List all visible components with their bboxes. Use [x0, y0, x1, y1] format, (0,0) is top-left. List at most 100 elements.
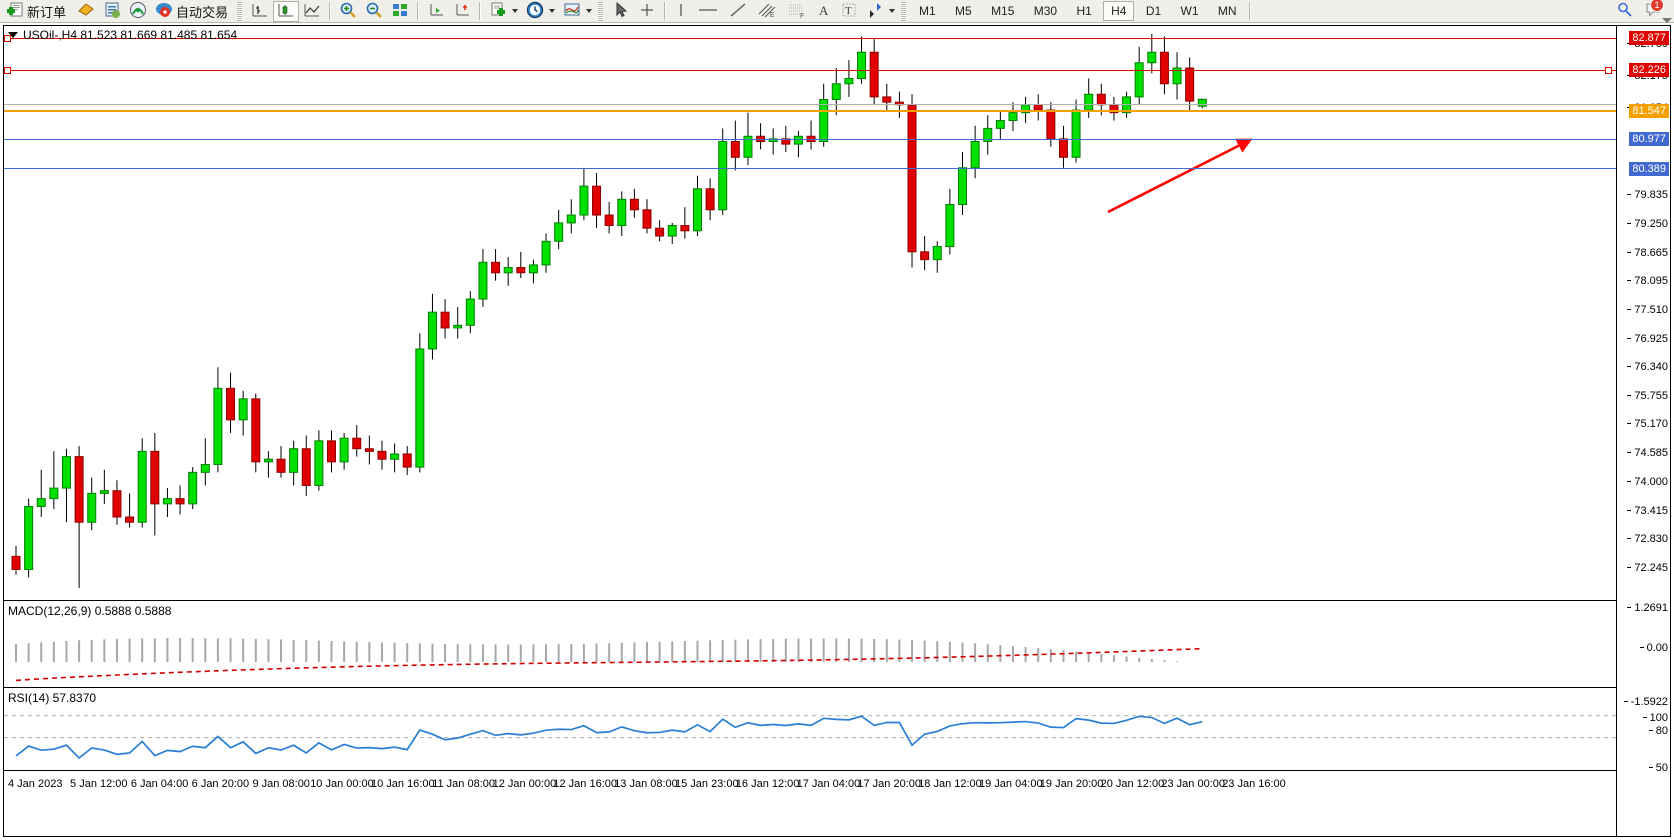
level-line-81547[interactable]	[4, 110, 1616, 112]
timeframe-d1[interactable]: D1	[1145, 4, 1162, 18]
auto-scroll-button[interactable]	[449, 1, 475, 22]
level-line-82226[interactable]	[4, 70, 1616, 71]
equidistant-channel-button[interactable]: E	[752, 1, 782, 22]
data-grid-button[interactable]	[387, 1, 413, 22]
text-box-button[interactable]: T	[836, 1, 862, 22]
price-label-81547[interactable]: 81.547	[1629, 104, 1669, 118]
time-tick: 9 Jan 08:00	[252, 778, 310, 790]
timeframe-m1[interactable]: M1	[919, 4, 936, 18]
price-label-80389[interactable]: 80.389	[1629, 162, 1669, 176]
time-tick: 4 Jan 2023	[8, 778, 63, 790]
tick-dash	[1627, 223, 1632, 224]
arrows-button[interactable]	[862, 1, 899, 22]
period-dropdown-caret[interactable]	[549, 9, 556, 13]
bar-chart-button[interactable]	[247, 1, 273, 22]
vertical-line-icon	[674, 1, 688, 22]
tick-dash	[1627, 366, 1632, 367]
toolbar-separator-5	[1248, 2, 1251, 20]
level-handle-82877[interactable]	[4, 35, 11, 42]
timeframe-h4[interactable]: H4	[1103, 1, 1135, 21]
tick-dash	[1627, 452, 1632, 453]
price-tick: -1.5922	[1623, 697, 1668, 708]
chart-shift-button[interactable]	[423, 1, 449, 22]
price-pane[interactable]: USOil-,H4 81.523 81.669 81.485 81.654	[4, 26, 1616, 601]
bar-chart-icon	[251, 1, 269, 22]
price-tick: 72.245	[1627, 563, 1668, 574]
horizontal-line-button[interactable]	[692, 1, 724, 22]
time-tick: 10 Jan 16:00	[370, 778, 435, 790]
timeframe-mn[interactable]: MN	[1217, 4, 1237, 18]
cursor-button[interactable]	[608, 1, 634, 22]
new-order-button[interactable]: 新订单	[2, 1, 73, 22]
toolbar-grip[interactable]	[237, 1, 243, 21]
period-button[interactable]	[522, 1, 559, 22]
trendline-button[interactable]	[724, 1, 752, 22]
tick-dash	[1623, 701, 1628, 702]
tick-dash	[1648, 767, 1653, 768]
timeframe-m5[interactable]: M5	[955, 4, 972, 18]
indicators-dropdown-caret[interactable]	[586, 9, 593, 13]
text-icon: T	[840, 1, 858, 22]
level-line-81654[interactable]	[4, 104, 1616, 105]
navigator-button[interactable]	[125, 1, 151, 22]
crosshair-button[interactable]	[634, 1, 660, 22]
text-label-button[interactable]: A	[812, 1, 836, 22]
toolbar-expand-caret[interactable]	[1662, 18, 1672, 23]
price-label-80977[interactable]: 80.977	[1629, 132, 1669, 146]
chart-menu-caret-icon[interactable]	[8, 32, 18, 38]
price-tick: 75.755	[1627, 391, 1668, 402]
fibonacci-button[interactable]: F	[782, 1, 812, 22]
tick-dash	[1627, 252, 1632, 253]
candlestick-chart-button[interactable]	[273, 0, 300, 22]
timeframe-m15[interactable]: M15	[991, 4, 1015, 18]
time-tick: 17 Jan 04:00	[796, 778, 861, 790]
main-toolbar: 新订单	[0, 0, 1674, 23]
level-line-82877[interactable]	[4, 38, 1616, 39]
fibonacci-icon: F	[786, 1, 808, 22]
zoom-in-button[interactable]	[335, 1, 361, 22]
alerts-icon[interactable]: 1	[1644, 0, 1664, 22]
level-handle-82226-right[interactable]	[1605, 67, 1612, 74]
rsi-series	[4, 715, 1616, 760]
timeframe-m30[interactable]: M30	[1033, 4, 1058, 18]
vertical-line-button[interactable]	[670, 1, 692, 22]
time-tick: 13 Jan 08:00	[614, 778, 678, 790]
data-window-button[interactable]	[99, 1, 125, 22]
indicators-button[interactable]	[559, 1, 596, 22]
cursor-icon	[612, 1, 630, 22]
expert-advisor-button[interactable]	[73, 1, 99, 22]
zoom-out-button[interactable]	[361, 1, 387, 22]
price-label-82877[interactable]: 82.877	[1629, 31, 1669, 45]
bullish-trend-arrow[interactable]	[4, 26, 1616, 601]
level-handle-82226[interactable]	[4, 67, 11, 74]
timeframe-w1[interactable]: W1	[1180, 4, 1199, 18]
candlestick-chart-icon	[277, 1, 295, 22]
timeframe-h1[interactable]: H1	[1076, 4, 1092, 18]
template-button[interactable]	[485, 1, 522, 22]
time-tick: 10 Jan 00:00	[310, 778, 374, 790]
price-tick: 50	[1648, 763, 1668, 774]
search-icon[interactable]	[1616, 1, 1634, 22]
toolbar-grip-2[interactable]	[598, 1, 604, 21]
trendline-icon	[728, 1, 748, 22]
time-tick: 5 Jan 12:00	[70, 778, 128, 790]
level-line-80977[interactable]	[4, 139, 1616, 140]
macd-pane[interactable]: MACD(12,26,9) 0.5888 0.5888	[4, 602, 1616, 688]
time-axis[interactable]: 4 Jan 2023 5 Jan 12:00 6 Jan 04:00 6 Jan 20…	[4, 772, 1616, 836]
data-grid-icon	[391, 1, 409, 22]
autotrading-button[interactable]: 自动交易	[151, 1, 235, 22]
expert-advisor-icon	[77, 1, 95, 22]
line-chart-button[interactable]	[299, 1, 325, 22]
level-line-80389[interactable]	[4, 168, 1616, 169]
rsi-pane[interactable]: RSI(14) 57.8370	[4, 689, 1616, 771]
template-dropdown-caret[interactable]	[512, 9, 519, 13]
symbol-ohlc-label: USOil-,H4 81.523 81.669 81.485 81.654	[23, 28, 238, 42]
toolbar-grip-3[interactable]	[901, 1, 907, 21]
arrows-dropdown-caret[interactable]	[889, 9, 896, 13]
symbol-header[interactable]: USOil-,H4 81.523 81.669 81.485 81.654	[8, 28, 237, 42]
price-label-82226[interactable]: 82.226	[1629, 63, 1669, 77]
template-icon	[489, 1, 507, 22]
price-tick: 79.835	[1627, 190, 1668, 201]
price-axis[interactable]: 82.76082.17581.65479.83579.25078.66578.0…	[1616, 26, 1670, 836]
time-tick: 19 Jan 04:00	[978, 778, 1043, 790]
